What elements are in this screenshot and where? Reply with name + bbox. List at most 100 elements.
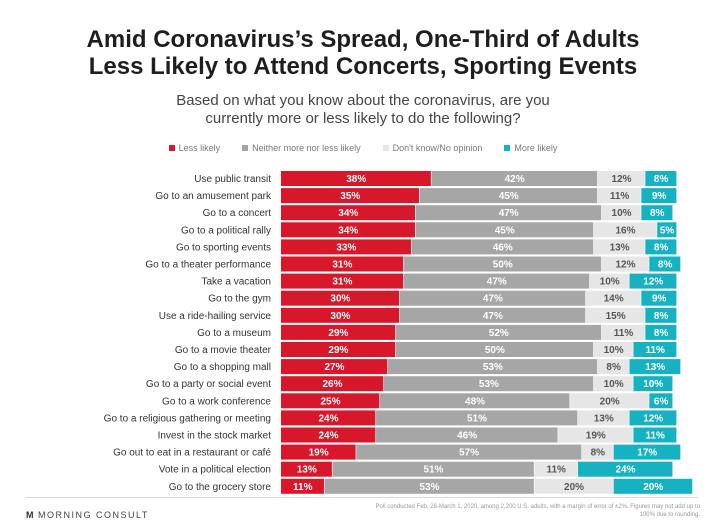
data-label-more-likely-go-out-to-eat-in-a-restaurant-or-caf: 17% [637,448,657,459]
data-label-less-likely-go-to-a-shopping-mall: 27% [324,362,344,373]
data-label-neither-more-nor-less-likely-go-to-a-movie-theater: 50% [485,345,505,356]
bar-neither-more-nor-less-likely-go-to-a-party-or-social-event [383,376,594,392]
brand-mark: M [26,510,35,520]
bar-neither-more-nor-less-likely-invest-in-the-stock-market [376,427,558,443]
bar-neither-more-nor-less-likely-go-to-the-grocery-store [324,478,534,494]
data-label-neither-more-nor-less-likely-use-public-transit: 42% [505,174,525,185]
bar-neither-more-nor-less-likely-go-out-to-eat-in-a-restaurant-or-caf [356,444,582,460]
bar-less-likely-go-to-a-concert [281,205,416,221]
bar-less-likely-go-to-a-movie-theater [281,342,396,357]
data-label-neither-more-nor-less-likely-go-to-a-religious-gathering-or-meeting: 51% [467,413,487,424]
bar-don-t-know-no-opinion-go-to-a-religious-gathering-or-meeting [578,410,629,426]
bar-less-likely-go-to-a-museum [281,324,396,340]
bar-neither-more-nor-less-likely-use-a-ride-hailing-service [399,307,586,323]
data-label-neither-more-nor-less-likely-vote-in-a-political-election: 51% [423,465,443,476]
bar-less-likely-go-to-sporting-events [281,239,412,255]
data-label-less-likely-go-to-a-concert: 34% [338,208,358,219]
bar-neither-more-nor-less-likely-go-to-an-amusement-park [419,188,598,204]
data-label-more-likely-go-to-a-museum: 8% [654,328,669,339]
data-label-more-likely-invest-in-the-stock-market: 11% [645,431,665,442]
data-label-neither-more-nor-less-likely-go-out-to-eat-in-a-restaurant-or-caf: 57% [459,448,479,459]
bar-neither-more-nor-less-likely-go-to-a-work-conference [380,393,570,409]
data-label-don-t-know-no-opinion-go-to-a-museum: 11% [614,328,634,339]
data-label-more-likely-take-a-vacation: 12% [643,277,663,288]
category-label-go-to-a-concert: Go to a concert [203,208,272,219]
bar-don-t-know-no-opinion-go-to-a-museum [601,324,645,340]
data-label-more-likely-go-to-a-concert: 8% [650,208,665,219]
data-label-don-t-know-no-opinion-go-out-to-eat-in-a-restaurant-or-caf: 8% [591,448,606,459]
data-label-don-t-know-no-opinion-invest-in-the-stock-market: 19% [586,431,606,442]
data-label-less-likely-go-to-a-work-conference: 25% [320,396,340,407]
bar-neither-more-nor-less-likely-go-to-a-museum [395,324,602,340]
bar-more-likely-go-out-to-eat-in-a-restaurant-or-caf [613,444,681,460]
bar-don-t-know-no-opinion-go-to-a-concert [601,205,641,221]
data-label-more-likely-go-to-a-party-or-social-event: 10% [643,379,663,390]
bar-neither-more-nor-less-likely-use-public-transit [431,171,598,186]
bar-don-t-know-no-opinion-go-to-the-grocery-store [534,478,614,494]
data-label-more-likely-go-to-the-gym: 9% [652,294,667,305]
bar-less-likely-use-public-transit [281,171,431,186]
data-label-less-likely-go-to-a-movie-theater: 29% [328,345,348,356]
bar-more-likely-vote-in-a-political-election [578,461,673,477]
data-label-don-t-know-no-opinion-go-to-the-gym: 14% [604,294,624,305]
data-label-more-likely-vote-in-a-political-election: 24% [616,465,636,476]
data-label-don-t-know-no-opinion-go-to-a-movie-theater: 10% [604,345,624,356]
bar-don-t-know-no-opinion-go-out-to-eat-in-a-restaurant-or-caf [581,444,614,460]
category-label-use-a-ride-hailing-service: Use a ride-hailing service [159,311,272,322]
data-label-more-likely-use-a-ride-hailing-service: 8% [654,311,669,322]
data-label-don-t-know-no-opinion-take-a-vacation: 10% [600,277,620,288]
data-label-neither-more-nor-less-likely-go-to-the-gym: 47% [483,294,503,305]
bar-don-t-know-no-opinion-go-to-a-party-or-social-event [593,376,633,392]
data-label-neither-more-nor-less-likely-go-to-a-museum: 52% [489,328,509,339]
legend-swatch-more-likely [504,145,511,151]
bar-neither-more-nor-less-likely-take-a-vacation [403,273,590,289]
legend-item-more-likely: More likely [504,143,557,153]
category-label-go-to-sporting-events: Go to sporting events [176,242,271,253]
category-label-go-to-a-work-conference: Go to a work conference [162,396,271,407]
data-label-less-likely-invest-in-the-stock-market: 24% [319,431,339,442]
bar-less-likely-go-to-the-grocery-store [281,478,324,494]
data-label-don-t-know-no-opinion-go-to-a-religious-gathering-or-meeting: 13% [594,413,614,424]
bar-more-likely-go-to-sporting-events [645,239,677,255]
bar-more-likely-go-to-a-movie-theater [633,342,677,357]
bar-neither-more-nor-less-likely-go-to-the-gym [399,290,586,306]
bar-don-t-know-no-opinion-go-to-a-movie-theater [593,342,633,357]
category-label-go-to-a-shopping-mall: Go to a shopping mall [174,362,271,373]
legend-item-less-likely: Less likely [168,143,221,153]
category-label-invest-in-the-stock-market: Invest in the stock market [158,431,272,442]
bar-less-likely-use-a-ride-hailing-service [281,307,400,323]
data-label-less-likely-go-to-a-museum: 29% [328,328,348,339]
data-label-neither-more-nor-less-likely-go-to-sporting-events: 46% [493,242,513,253]
category-label-use-public-transit: Use public transit [194,174,271,185]
data-label-neither-more-nor-less-likely-invest-in-the-stock-market: 46% [457,431,477,442]
legend-label-neither: Neither more nor less likely [252,143,361,153]
category-label-go-to-the-gym: Go to the gym [208,294,271,305]
data-label-don-t-know-no-opinion-go-to-an-amusement-park: 11% [610,191,630,202]
bar-don-t-know-no-opinion-take-a-vacation [589,273,629,289]
bar-more-likely-go-to-a-shopping-mall [629,359,681,375]
bar-neither-more-nor-less-likely-go-to-a-movie-theater [395,342,594,357]
data-label-neither-more-nor-less-likely-go-to-a-work-conference: 48% [465,396,485,407]
bar-less-likely-go-out-to-eat-in-a-restaurant-or-caf [281,444,356,460]
bar-don-t-know-no-opinion-vote-in-a-political-election [534,461,578,477]
data-label-don-t-know-no-opinion-use-a-ride-hailing-service: 15% [606,311,626,322]
bar-more-likely-go-to-a-party-or-social-event [633,376,673,392]
data-label-more-likely-go-to-the-grocery-store: 20% [643,482,663,493]
bar-more-likely-go-to-a-work-conference [649,393,673,409]
stacked-bar-chart: Use public transit 38% 42% 12% 8% Go to an am… [104,171,693,494]
bar-more-likely-use-public-transit [645,171,677,186]
data-label-more-likely-go-to-sporting-events: 8% [654,242,669,253]
bar-neither-more-nor-less-likely-go-to-a-religious-gathering-or-meeting [376,410,578,426]
category-label-go-to-a-museum: Go to a museum [197,328,271,339]
bar-don-t-know-no-opinion-go-to-a-work-conference [570,393,649,409]
legend-label-less-likely: Less likely [178,143,221,153]
category-label-go-to-an-amusement-park: Go to an amusement park [155,191,272,202]
category-label-vote-in-a-political-election: Vote in a political election [159,465,271,476]
bar-don-t-know-no-opinion-go-to-the-gym [585,290,641,306]
chart-subtitle: Based on what you know about the coronav… [0,92,726,128]
bar-don-t-know-no-opinion-go-to-an-amusement-park [597,188,641,204]
category-label-go-to-the-grocery-store: Go to the grocery store [169,482,272,493]
bar-less-likely-go-to-a-party-or-social-event [281,376,384,392]
bar-more-likely-go-to-a-political-rally [657,222,677,238]
bar-more-likely-go-to-the-grocery-store [613,478,693,494]
